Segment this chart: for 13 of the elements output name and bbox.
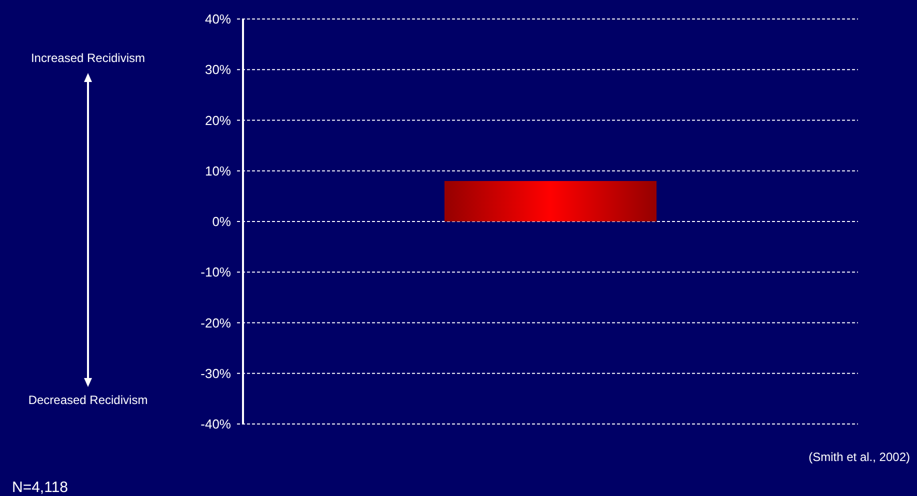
y-tick-label: -20% (200, 315, 232, 330)
y-tick-label: 20% (204, 112, 232, 128)
text: Decreased Recidivism (28, 393, 148, 407)
y-tick-label: 40% (204, 12, 232, 27)
text: (Smith et al., 2002) (808, 450, 910, 464)
text: N=4,118 (12, 479, 68, 496)
y-tick-label: -10% (200, 264, 232, 280)
y-tick-label: -40% (200, 416, 232, 432)
text: Increased Recidivism (30, 51, 146, 65)
y-tick-label: 10% (204, 163, 232, 178)
y-tick-label: -30% (200, 366, 232, 381)
y-tick-label: 0% (212, 214, 232, 230)
y-tick-label: 30% (204, 62, 232, 78)
